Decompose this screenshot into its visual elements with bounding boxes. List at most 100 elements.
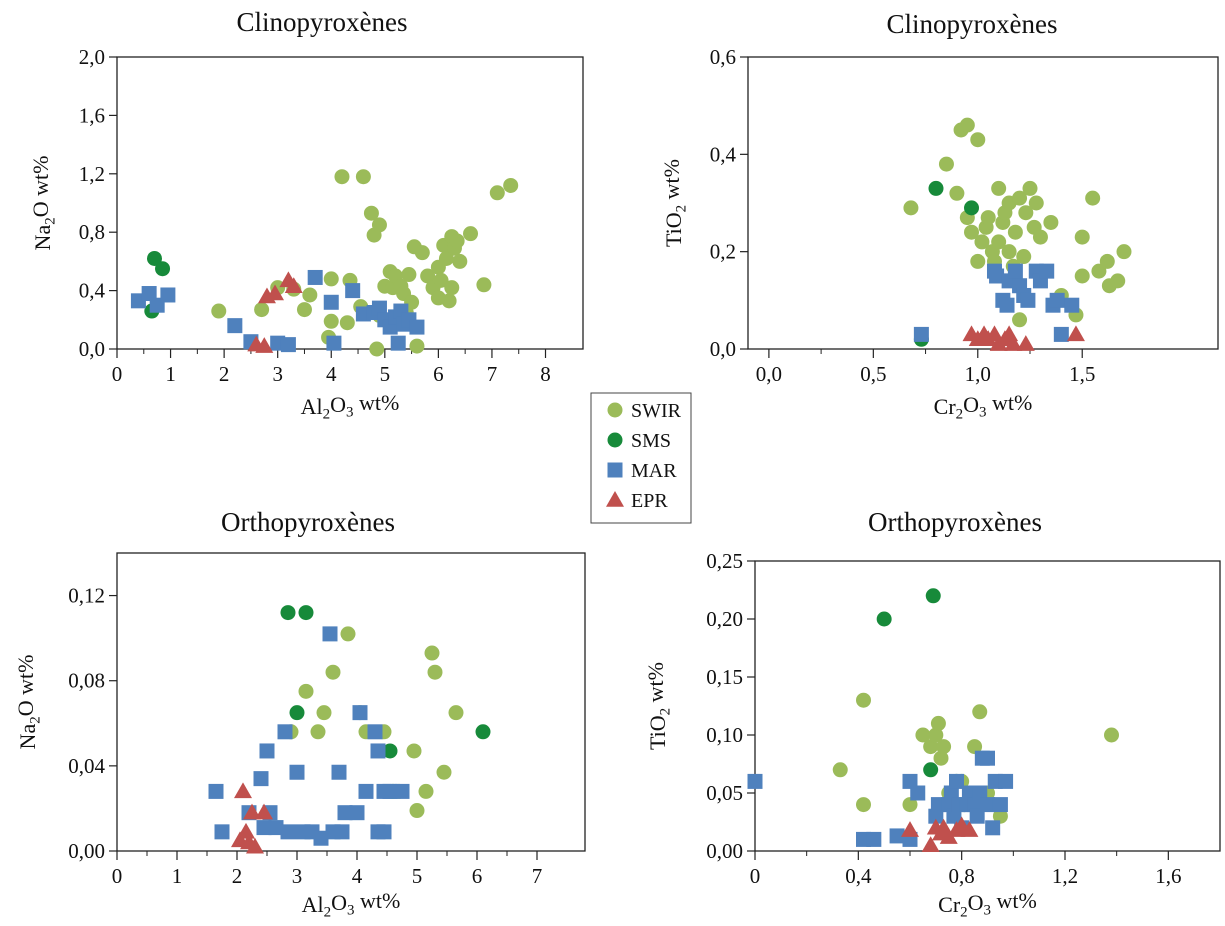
point-mar (1064, 297, 1080, 313)
point-swir (211, 303, 227, 319)
point-swir (1043, 214, 1059, 230)
point-epr (1000, 325, 1019, 342)
y-tick-label: 0,08 (68, 669, 105, 693)
point-mar (949, 773, 964, 789)
point-mar (972, 785, 988, 801)
point-epr (284, 277, 303, 293)
point-mar (337, 805, 353, 821)
panel-opx-na2o-al2o3: 0 1 2 3 4 5 6 7 0,00 0,04 0,08 0,12 Orthopyroxènes Al… (13, 507, 586, 921)
y-tick-label: 0,6 (710, 45, 736, 69)
x-tick-label: 0,0 (756, 362, 782, 386)
point-mar (313, 830, 329, 846)
point-swir (1116, 244, 1132, 260)
legend-marker-epr (606, 491, 624, 507)
point-mar (985, 820, 1001, 836)
point-sms (280, 605, 296, 621)
y-axis-label: Na2O wt% (13, 655, 44, 750)
point-mar (280, 824, 296, 840)
point-swir (930, 715, 946, 731)
legend-marker-sms (607, 432, 623, 448)
point-swir (991, 180, 1007, 196)
point-swir (339, 315, 355, 331)
point-mar (747, 773, 763, 789)
point-swir (463, 226, 479, 242)
point-mar (322, 626, 338, 642)
point-mar (1049, 292, 1065, 308)
point-swir (334, 169, 350, 185)
point-mar (1039, 263, 1055, 279)
point-epr (255, 337, 274, 353)
point-sms (964, 200, 980, 216)
y-tick-label: 0,05 (706, 781, 743, 805)
point-mar (382, 783, 398, 799)
chart-title: Orthopyroxènes (868, 507, 1042, 537)
y-tick-label: 1,2 (79, 162, 105, 186)
point-epr (246, 837, 264, 854)
legend-marker-mar (607, 462, 623, 478)
point-swir (1104, 727, 1119, 743)
point-mar (999, 297, 1015, 313)
plot-frame (116, 56, 584, 350)
panel-opx-tio2-cr2o3: 0 0,4 0,8 1,2 1,6 0,00 0,05 0,10 0,15 0,20 0,25 Ort… (643, 507, 1221, 921)
point-swir (980, 210, 996, 226)
point-mar (307, 269, 323, 285)
x-tick-label: 5 (380, 362, 391, 386)
point-swir (420, 268, 436, 284)
point-swir (1012, 190, 1028, 206)
point-swir (369, 341, 385, 357)
point-swir (1022, 180, 1038, 196)
point-swir (436, 764, 452, 780)
point-swir (489, 185, 505, 201)
point-mar (943, 785, 959, 801)
series-mar (130, 269, 425, 353)
point-epr (960, 821, 979, 837)
point-mar (160, 287, 176, 303)
point-swir (991, 234, 1007, 250)
point-swir (448, 705, 464, 721)
point-mar (259, 743, 275, 759)
point-swir (310, 724, 326, 740)
y-tick-label: 0,15 (706, 665, 743, 689)
point-swir (959, 117, 975, 133)
x-tick-label: 1,0 (965, 362, 991, 386)
point-swir (1001, 244, 1017, 260)
y-tick-label: 0,0 (710, 337, 736, 361)
x-tick-label: 6 (472, 864, 483, 888)
point-swir (409, 338, 425, 354)
point-sms (298, 605, 314, 621)
point-swir (832, 762, 848, 778)
point-swir (323, 271, 339, 287)
legend-label-mar: MAR (631, 460, 677, 482)
point-swir (424, 645, 440, 661)
series-mar (208, 626, 410, 846)
point-swir (970, 253, 986, 269)
point-swir (856, 692, 871, 708)
point-swir (438, 250, 454, 266)
point-swir (1016, 249, 1032, 265)
x-tick-label: 1,2 (1052, 864, 1078, 888)
point-mar (1053, 326, 1069, 342)
panel-cpx-na2o-al2o3: 0 1 2 3 4 5 6 7 8 0,0 0,4 0,8 1,2 1,6 2,0 Clinopyroxène… (28, 7, 584, 423)
point-swir (433, 272, 449, 288)
y-axis-label: Na2O wt% (28, 156, 59, 251)
point-swir (856, 797, 871, 813)
point-swir (1074, 229, 1090, 245)
point-mar (352, 705, 368, 721)
point-sms (382, 743, 398, 759)
point-mar (980, 797, 995, 813)
point-mar (371, 300, 387, 316)
point-mar (889, 828, 905, 844)
point-sms (925, 588, 941, 604)
point-epr (266, 284, 285, 301)
y-tick-label: 0,0 (79, 337, 105, 361)
point-mar (289, 764, 305, 780)
x-tick-label: 1 (172, 864, 183, 888)
point-swir (903, 200, 919, 216)
point-epr (255, 803, 273, 820)
chart-title: Clinopyroxènes (887, 9, 1058, 39)
point-swir (401, 267, 417, 283)
point-mar (928, 808, 944, 824)
point-swir (441, 293, 457, 309)
point-epr (234, 782, 252, 799)
point-swir (972, 704, 988, 720)
